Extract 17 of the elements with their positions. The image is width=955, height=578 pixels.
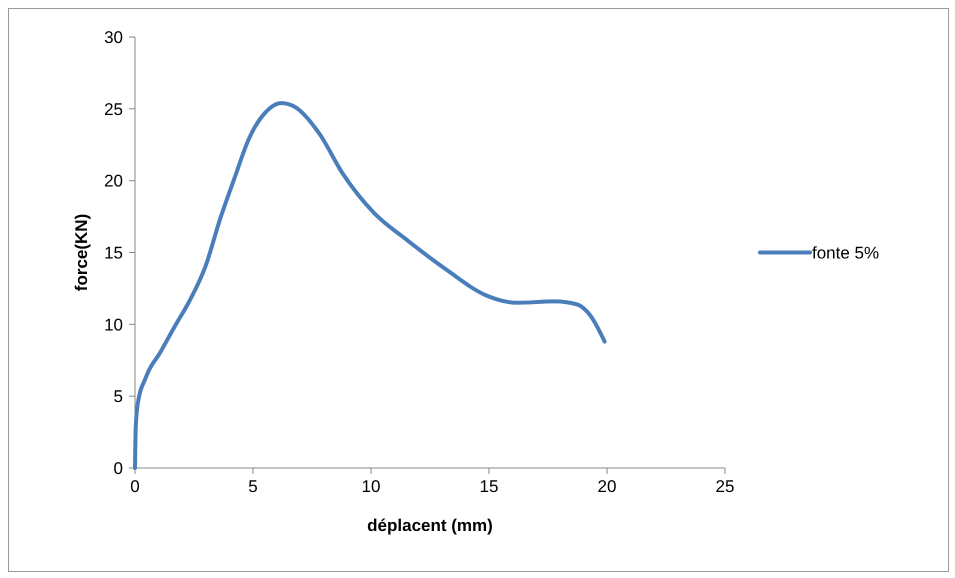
- legend-label: fonte 5%: [812, 244, 880, 262]
- x-tick-label: 0: [130, 477, 140, 496]
- y-tick-label: 30: [104, 28, 123, 47]
- x-tick-label: 15: [480, 477, 498, 496]
- x-axis-title: déplacent (mm): [367, 516, 493, 535]
- x-tick-label: 25: [716, 477, 734, 496]
- x-tick-label: 5: [248, 477, 258, 496]
- line-series: [133, 101, 607, 470]
- y-tick-label: 25: [104, 100, 123, 119]
- y-tick-label: 10: [104, 315, 123, 334]
- y-tick-label: 5: [114, 387, 123, 406]
- x-tick-label: 10: [362, 477, 380, 496]
- y-tick-label: 15: [104, 244, 123, 262]
- y-tick-label: 0: [114, 459, 123, 478]
- y-axis-title: force(KN): [72, 214, 91, 292]
- x-tick-label: 20: [598, 477, 616, 496]
- y-tick-label: 20: [104, 172, 123, 191]
